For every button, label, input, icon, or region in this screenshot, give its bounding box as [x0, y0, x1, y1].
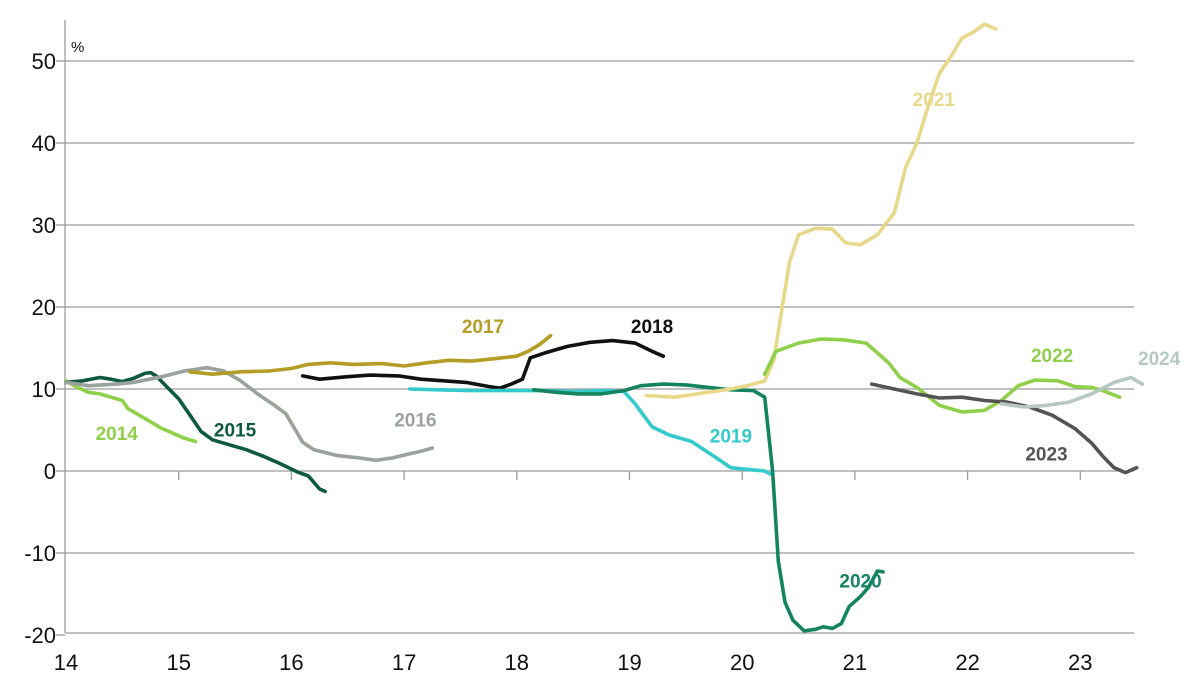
x-tick-label: 22: [955, 650, 979, 675]
y-tick-label: 40: [32, 131, 56, 156]
x-tick-label: 23: [1068, 650, 1092, 675]
series-line-2022: [762, 337, 1122, 414]
y-tick-labels: 50 40 30 20 10 0 -10 -20: [24, 49, 56, 648]
series-lines: [64, 22, 1145, 633]
series-line-2015: [64, 370, 328, 494]
y-tick-label: -20: [24, 623, 56, 648]
y-axis-unit-label: %: [71, 39, 84, 56]
series-line-2021: [644, 22, 998, 400]
x-tick-label: 17: [392, 650, 416, 675]
series-line-2020: [531, 382, 885, 633]
y-tick-label: 20: [32, 295, 56, 320]
y-tick-label: 0: [44, 459, 56, 484]
x-tick-label: 14: [54, 650, 78, 675]
series-line-2016: [64, 365, 435, 463]
series-label-2021: 2021: [913, 90, 956, 111]
x-tick-label: 18: [505, 650, 529, 675]
series-label-2018: 2018: [631, 317, 673, 338]
x-tick-label: 21: [843, 650, 867, 675]
series-label-2017: 2017: [462, 317, 504, 338]
gridlines: [56, 60, 1134, 636]
series-label-2015: 2015: [214, 421, 257, 442]
series-label-2022: 2022: [1031, 346, 1073, 367]
series-labels: 2014 2015 2016 2017 2018 2019 2020 2021 2022 2023…: [96, 90, 1181, 592]
x-tick-label: 16: [279, 650, 303, 675]
series-label-2023: 2023: [1025, 444, 1067, 465]
series-label-2024: 2024: [1138, 349, 1181, 370]
series-label-2020: 2020: [839, 571, 881, 592]
series-line-2018: [300, 338, 666, 391]
series-label-2014: 2014: [96, 424, 139, 445]
x-tick-label: 15: [166, 650, 190, 675]
x-tick-labels: 14 15 16 17 18 19 20 21 22 23: [54, 650, 1093, 675]
x-tick-label: 19: [617, 650, 641, 675]
y-tick-label: -10: [24, 541, 56, 566]
series-label-2019: 2019: [710, 426, 752, 447]
y-tick-label: 30: [32, 213, 56, 238]
series-line-2017: [188, 333, 553, 377]
axes: [64, 20, 1134, 634]
x-tick-label: 20: [730, 650, 754, 675]
y-tick-label: 50: [32, 49, 56, 74]
series-label-2016: 2016: [394, 411, 436, 432]
series-line-2024: [999, 375, 1145, 409]
series-line-2014: [64, 378, 198, 444]
series-line-2019: [407, 387, 775, 477]
y-tick-label: 10: [32, 377, 56, 402]
